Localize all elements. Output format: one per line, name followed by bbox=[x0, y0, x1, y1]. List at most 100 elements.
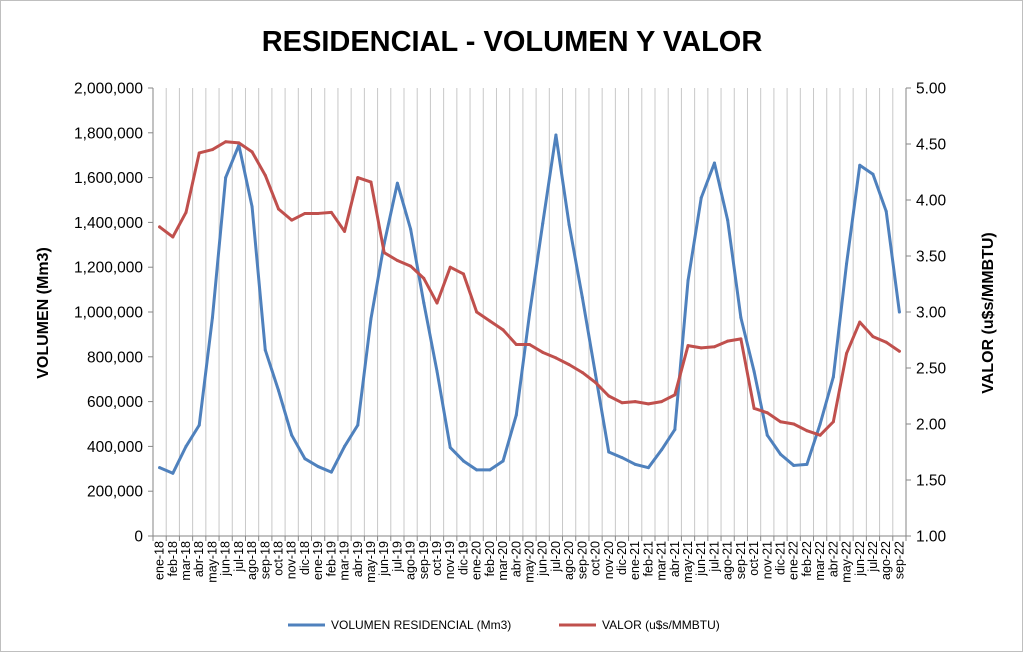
point-volumen bbox=[356, 423, 360, 427]
x-tick-label: nov-19 bbox=[443, 541, 457, 579]
point-valor bbox=[356, 176, 360, 180]
point-volumen bbox=[303, 457, 307, 461]
point-volumen bbox=[224, 176, 228, 180]
x-tick-label: oct-18 bbox=[272, 541, 286, 576]
point-valor bbox=[633, 400, 637, 404]
point-valor bbox=[501, 328, 505, 332]
x-tick-label: abr-19 bbox=[351, 541, 365, 577]
point-valor bbox=[184, 210, 188, 214]
right-tick-label: 3.00 bbox=[916, 305, 947, 322]
point-valor bbox=[422, 276, 426, 280]
x-tick-label: sep-18 bbox=[258, 541, 272, 579]
x-tick-label: mar-22 bbox=[813, 541, 827, 581]
point-volumen bbox=[541, 222, 545, 226]
left-tick-label: 800,000 bbox=[87, 349, 143, 366]
point-valor bbox=[739, 337, 743, 341]
x-tick-label: jul-19 bbox=[390, 541, 404, 573]
point-valor bbox=[541, 350, 545, 354]
x-tick-label: sep-21 bbox=[734, 541, 748, 579]
point-volumen bbox=[422, 301, 426, 305]
point-volumen bbox=[329, 470, 333, 474]
point-volumen bbox=[712, 161, 716, 165]
point-valor bbox=[461, 272, 465, 276]
point-volumen bbox=[779, 452, 782, 456]
x-tick-label: ago-18 bbox=[245, 541, 259, 580]
point-volumen bbox=[739, 316, 743, 320]
right-tick-label: 1.00 bbox=[916, 529, 947, 546]
x-tick-label: dic-19 bbox=[456, 541, 470, 575]
point-valor bbox=[580, 370, 584, 374]
x-tick-label: ago-20 bbox=[562, 541, 576, 580]
point-volumen bbox=[594, 373, 598, 377]
x-tick-label: abr-22 bbox=[826, 541, 840, 577]
x-tick-label: nov-20 bbox=[602, 541, 616, 579]
point-valor bbox=[250, 150, 254, 154]
x-tick-label: jun-21 bbox=[694, 541, 708, 577]
series-line-valor bbox=[158, 140, 901, 437]
point-valor bbox=[382, 251, 386, 255]
point-volumen bbox=[633, 462, 637, 466]
point-volumen bbox=[831, 375, 835, 379]
point-volumen bbox=[752, 369, 756, 373]
point-volumen bbox=[171, 471, 175, 475]
point-volumen bbox=[673, 428, 677, 432]
point-valor bbox=[329, 210, 333, 214]
point-valor bbox=[686, 344, 690, 348]
point-valor bbox=[224, 140, 228, 144]
point-volumen bbox=[567, 223, 571, 227]
left-tick-label: 1,600,000 bbox=[74, 170, 143, 187]
x-tick-label: may-22 bbox=[840, 541, 854, 583]
x-tick-label: mar-18 bbox=[179, 541, 193, 581]
left-tick-label: 200,000 bbox=[87, 484, 143, 501]
x-tick-label: abr-18 bbox=[192, 541, 206, 577]
right-tick-label: 3.50 bbox=[916, 249, 947, 266]
point-volumen bbox=[250, 205, 254, 209]
point-valor bbox=[554, 356, 558, 360]
point-volumen bbox=[277, 388, 280, 392]
point-volumen bbox=[646, 466, 650, 470]
left-tick-label: 1,200,000 bbox=[74, 260, 143, 277]
point-volumen bbox=[197, 423, 201, 427]
point-valor bbox=[237, 141, 241, 145]
point-volumen bbox=[897, 310, 901, 314]
x-tick-label: mar-19 bbox=[338, 541, 352, 581]
left-tick-label: 2,000,000 bbox=[74, 81, 143, 98]
x-axis-ticks: ene-18 feb-18 mar-18 abr-18 may-18 jun-18 jul-… bbox=[152, 536, 907, 583]
point-volumen bbox=[792, 463, 796, 467]
x-tick-label: mar-20 bbox=[496, 541, 510, 581]
point-valor bbox=[831, 420, 835, 424]
point-valor bbox=[369, 180, 373, 184]
right-tick-label: 4.50 bbox=[916, 137, 947, 154]
legend-label-valor: VALOR (u$s/MMBTU) bbox=[602, 618, 720, 632]
point-volumen bbox=[210, 316, 214, 320]
series-lines bbox=[158, 133, 901, 475]
x-tick-label: ago-21 bbox=[721, 541, 735, 580]
point-valor bbox=[316, 211, 320, 215]
point-volumen bbox=[488, 468, 492, 472]
point-volumen bbox=[805, 462, 809, 466]
x-tick-label: abr-21 bbox=[668, 541, 682, 577]
x-tick-label: oct-19 bbox=[430, 541, 444, 576]
point-valor bbox=[726, 339, 730, 343]
point-volumen bbox=[726, 218, 730, 222]
point-valor bbox=[646, 402, 650, 406]
point-volumen bbox=[871, 172, 875, 176]
point-valor bbox=[897, 349, 901, 353]
x-tick-label: dic-18 bbox=[298, 541, 312, 575]
point-volumen bbox=[660, 448, 664, 452]
point-valor bbox=[210, 148, 214, 152]
x-tick-label: ago-19 bbox=[404, 541, 418, 580]
point-volumen bbox=[475, 468, 479, 472]
point-valor bbox=[277, 207, 280, 211]
x-tick-label: feb-21 bbox=[641, 541, 655, 576]
point-volumen bbox=[184, 444, 188, 448]
x-tick-label: dic-21 bbox=[774, 541, 788, 575]
point-valor bbox=[448, 265, 452, 269]
point-valor bbox=[171, 235, 175, 239]
point-valor bbox=[792, 422, 796, 426]
x-tick-label: dic-20 bbox=[615, 541, 629, 575]
x-tick-label: feb-20 bbox=[483, 541, 497, 576]
point-valor bbox=[514, 342, 518, 346]
point-valor bbox=[779, 420, 782, 424]
